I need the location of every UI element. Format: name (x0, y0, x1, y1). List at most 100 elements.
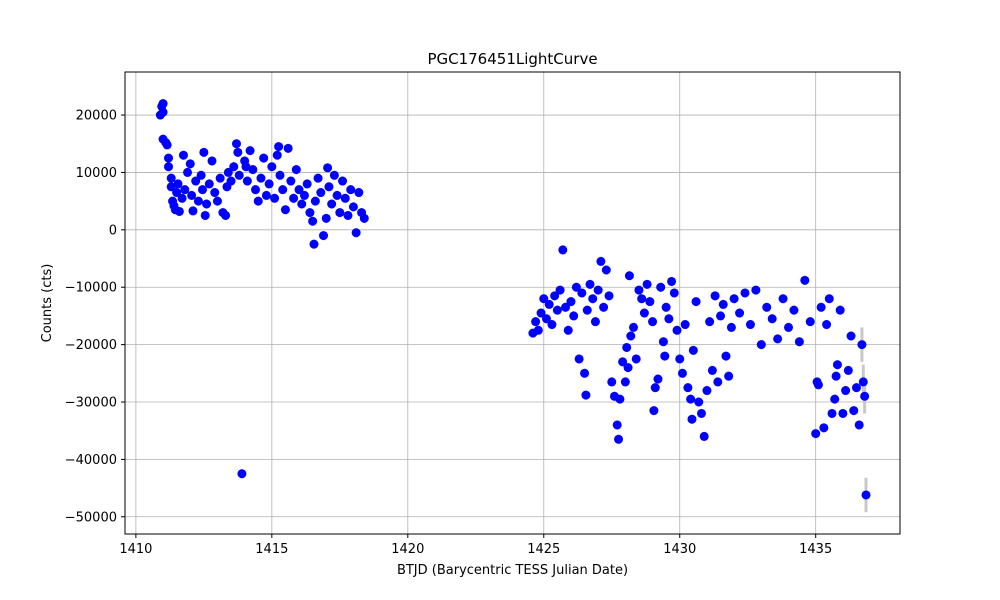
data-point (694, 397, 704, 407)
data-point (756, 340, 766, 350)
data-point (272, 150, 282, 160)
data-point (629, 322, 639, 332)
data-point (204, 179, 214, 189)
data-point (593, 285, 603, 295)
data-point (607, 377, 617, 387)
data-point (841, 386, 851, 396)
data-point (558, 245, 568, 255)
data-point (816, 302, 826, 312)
data-point (351, 228, 361, 238)
data-point (237, 469, 247, 479)
data-point (274, 142, 284, 152)
data-point (784, 322, 794, 332)
data-point (581, 390, 591, 400)
data-point (256, 173, 266, 183)
data-point (185, 159, 195, 169)
data-point (280, 205, 290, 215)
data-point (539, 294, 549, 304)
data-point (242, 176, 252, 186)
data-point (582, 305, 592, 315)
grid-lines (125, 72, 900, 534)
data-point (705, 317, 715, 327)
data-point (835, 305, 845, 315)
data-point (166, 173, 176, 183)
data-point (599, 302, 609, 312)
data-point (707, 365, 717, 375)
data-point (164, 162, 174, 172)
data-point (547, 320, 557, 330)
data-point (838, 408, 848, 418)
data-point (308, 216, 318, 226)
data-point (824, 294, 834, 304)
data-point (245, 146, 255, 156)
data-point (726, 322, 736, 332)
data-point (822, 320, 832, 330)
data-point (767, 314, 777, 324)
data-point (650, 383, 660, 393)
data-point (563, 325, 573, 335)
data-point (215, 173, 225, 183)
data-point (702, 386, 712, 396)
data-point (316, 188, 326, 198)
data-point (639, 308, 649, 318)
data-point (642, 279, 652, 289)
y-axis-label: Counts (cts) (40, 264, 55, 343)
x-tick-label: 1410 (119, 542, 152, 557)
data-point (309, 239, 319, 249)
data-point (669, 288, 679, 298)
data-point (846, 331, 856, 341)
data-point (843, 365, 853, 375)
data-point (248, 165, 258, 175)
data-point (332, 190, 342, 200)
data-point (207, 156, 217, 166)
data-point (166, 182, 176, 192)
data-point (196, 170, 206, 180)
data-point (813, 380, 823, 390)
y-tick-label: −30000 (65, 396, 117, 411)
data-point (658, 337, 668, 347)
data-point (191, 176, 201, 186)
data-point (614, 434, 624, 444)
data-point (626, 331, 636, 341)
data-point (305, 208, 315, 218)
data-point (180, 185, 190, 195)
data-point (348, 202, 358, 212)
data-point (291, 165, 301, 175)
data-point (683, 383, 693, 393)
data-point (329, 170, 339, 180)
data-point (173, 179, 183, 189)
data-point (830, 394, 840, 404)
data-point (210, 188, 220, 198)
data-point (631, 354, 641, 364)
y-tick-label: −50000 (65, 510, 117, 525)
data-point (261, 190, 271, 200)
data-point (849, 406, 859, 416)
data-point (319, 231, 329, 241)
data-point (860, 391, 870, 401)
data-point (183, 167, 193, 177)
data-point (569, 311, 579, 321)
data-point (580, 368, 590, 378)
data-point (672, 325, 682, 335)
x-axis-label: BTJD (Barycentric TESS Julian Date) (397, 563, 628, 578)
data-point (721, 351, 731, 361)
data-point (618, 357, 628, 367)
data-point (623, 363, 633, 373)
data-point (221, 210, 231, 220)
x-tick-label: 1420 (391, 542, 424, 557)
data-point (324, 182, 334, 192)
data-point (649, 406, 659, 416)
data-point (188, 206, 198, 216)
data-point (735, 308, 745, 318)
data-point (172, 188, 182, 198)
x-tick-label: 1435 (799, 542, 832, 557)
data-point (687, 414, 697, 424)
data-point (716, 311, 726, 321)
data-point (656, 282, 666, 292)
data-point (566, 297, 576, 307)
data-point (574, 354, 584, 364)
data-point (794, 337, 804, 347)
y-axis-ticks: 20000 10000 0 −10000 −20000 −30000 −40000 −5000… (65, 109, 125, 525)
data-point (718, 299, 728, 309)
data-point (858, 377, 868, 387)
